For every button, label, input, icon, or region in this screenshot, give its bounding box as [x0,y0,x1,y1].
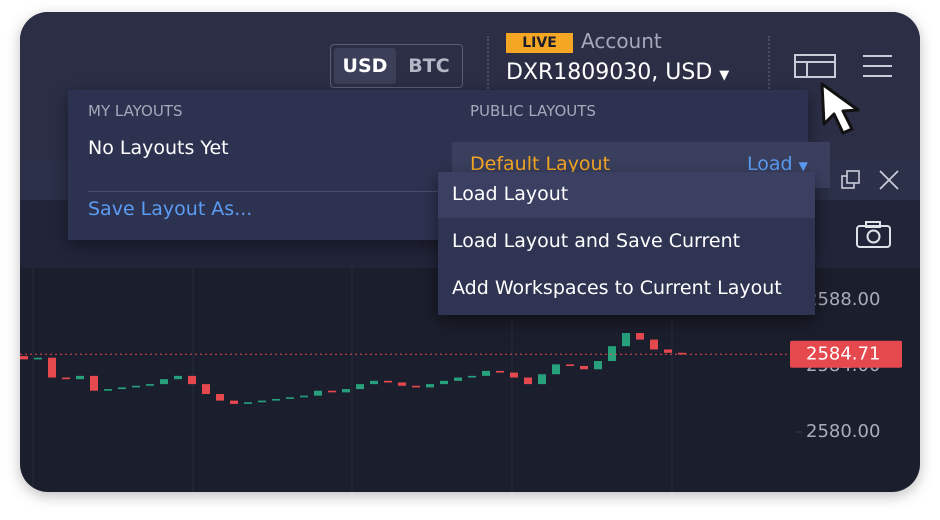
candle [524,377,532,385]
candle [580,365,588,370]
candle [356,384,364,390]
layouts-button[interactable] [792,52,840,82]
candle [146,384,154,386]
candle [272,398,280,401]
candle [608,346,616,362]
panel-icons [841,170,899,190]
load-button[interactable]: Load ▼ [747,153,808,175]
candle [412,385,420,388]
price-label: 2588.00 [806,289,880,310]
candle [118,387,126,390]
candle [496,370,504,373]
live-badge: LIVE [506,33,573,53]
candle [468,375,476,378]
candle [132,385,140,388]
candle [90,375,98,391]
separator [768,36,770,92]
candle [552,364,560,375]
account-selector[interactable]: DXR1809030, USD ▼ [506,60,730,85]
candle [174,375,182,380]
layout-name: Default Layout [470,153,611,175]
screenshot-button[interactable] [854,220,894,250]
currency-usd[interactable]: USD [334,48,396,84]
price-label: 2580.00 [806,421,880,442]
candle [76,375,84,380]
candle [510,372,518,378]
menu-button[interactable] [862,54,894,80]
currency-toggle: USD BTC [330,44,463,88]
account-id: DXR1809030, USD [506,60,713,85]
candle [160,379,168,385]
menu-item[interactable]: Load Layout [452,183,569,205]
candle [48,357,56,378]
empty-message: No Layouts Yet [88,137,229,159]
candle [440,380,448,385]
candle [636,332,644,340]
current-price-tag [790,340,902,368]
save-layout-link[interactable]: Save Layout As... [88,198,253,220]
menu-item[interactable]: Load Layout and Save Current [452,230,741,252]
candle [342,389,350,393]
candle [538,374,546,385]
candle [398,382,406,386]
candle [62,377,70,380]
candle [20,356,28,360]
account-label: Account [581,29,662,53]
candle [188,375,196,385]
candle [328,390,336,393]
candle [664,349,672,353]
candle [230,400,238,404]
load-submenu: Load Layout Load Layout and Save Current… [438,172,815,315]
candle [104,389,112,391]
divider [88,191,448,192]
mouse-cursor [820,82,860,135]
candle [426,384,434,388]
section-title: PUBLIC LAYOUTS [470,102,596,120]
candle [482,370,490,376]
separator [487,36,489,92]
candle [622,332,630,347]
candle [566,364,574,366]
candle [370,380,378,385]
candle [314,390,322,396]
candle [650,339,658,350]
load-label: Load [747,153,793,175]
currency-btc[interactable]: BTC [408,55,450,77]
candle [258,400,266,403]
candle [216,394,224,401]
menu-item-hover [438,172,815,218]
current-price-label: 2584.71 [806,343,880,364]
candle [300,395,308,398]
candle [202,384,210,395]
menu-item[interactable]: Add Workspaces to Current Layout [452,277,782,299]
candle [244,402,252,404]
candle [594,361,602,370]
section-title: MY LAYOUTS [88,102,183,120]
candle [384,380,392,383]
candle [678,352,686,355]
candle [454,377,462,381]
candle [286,397,294,399]
candle [34,357,42,360]
